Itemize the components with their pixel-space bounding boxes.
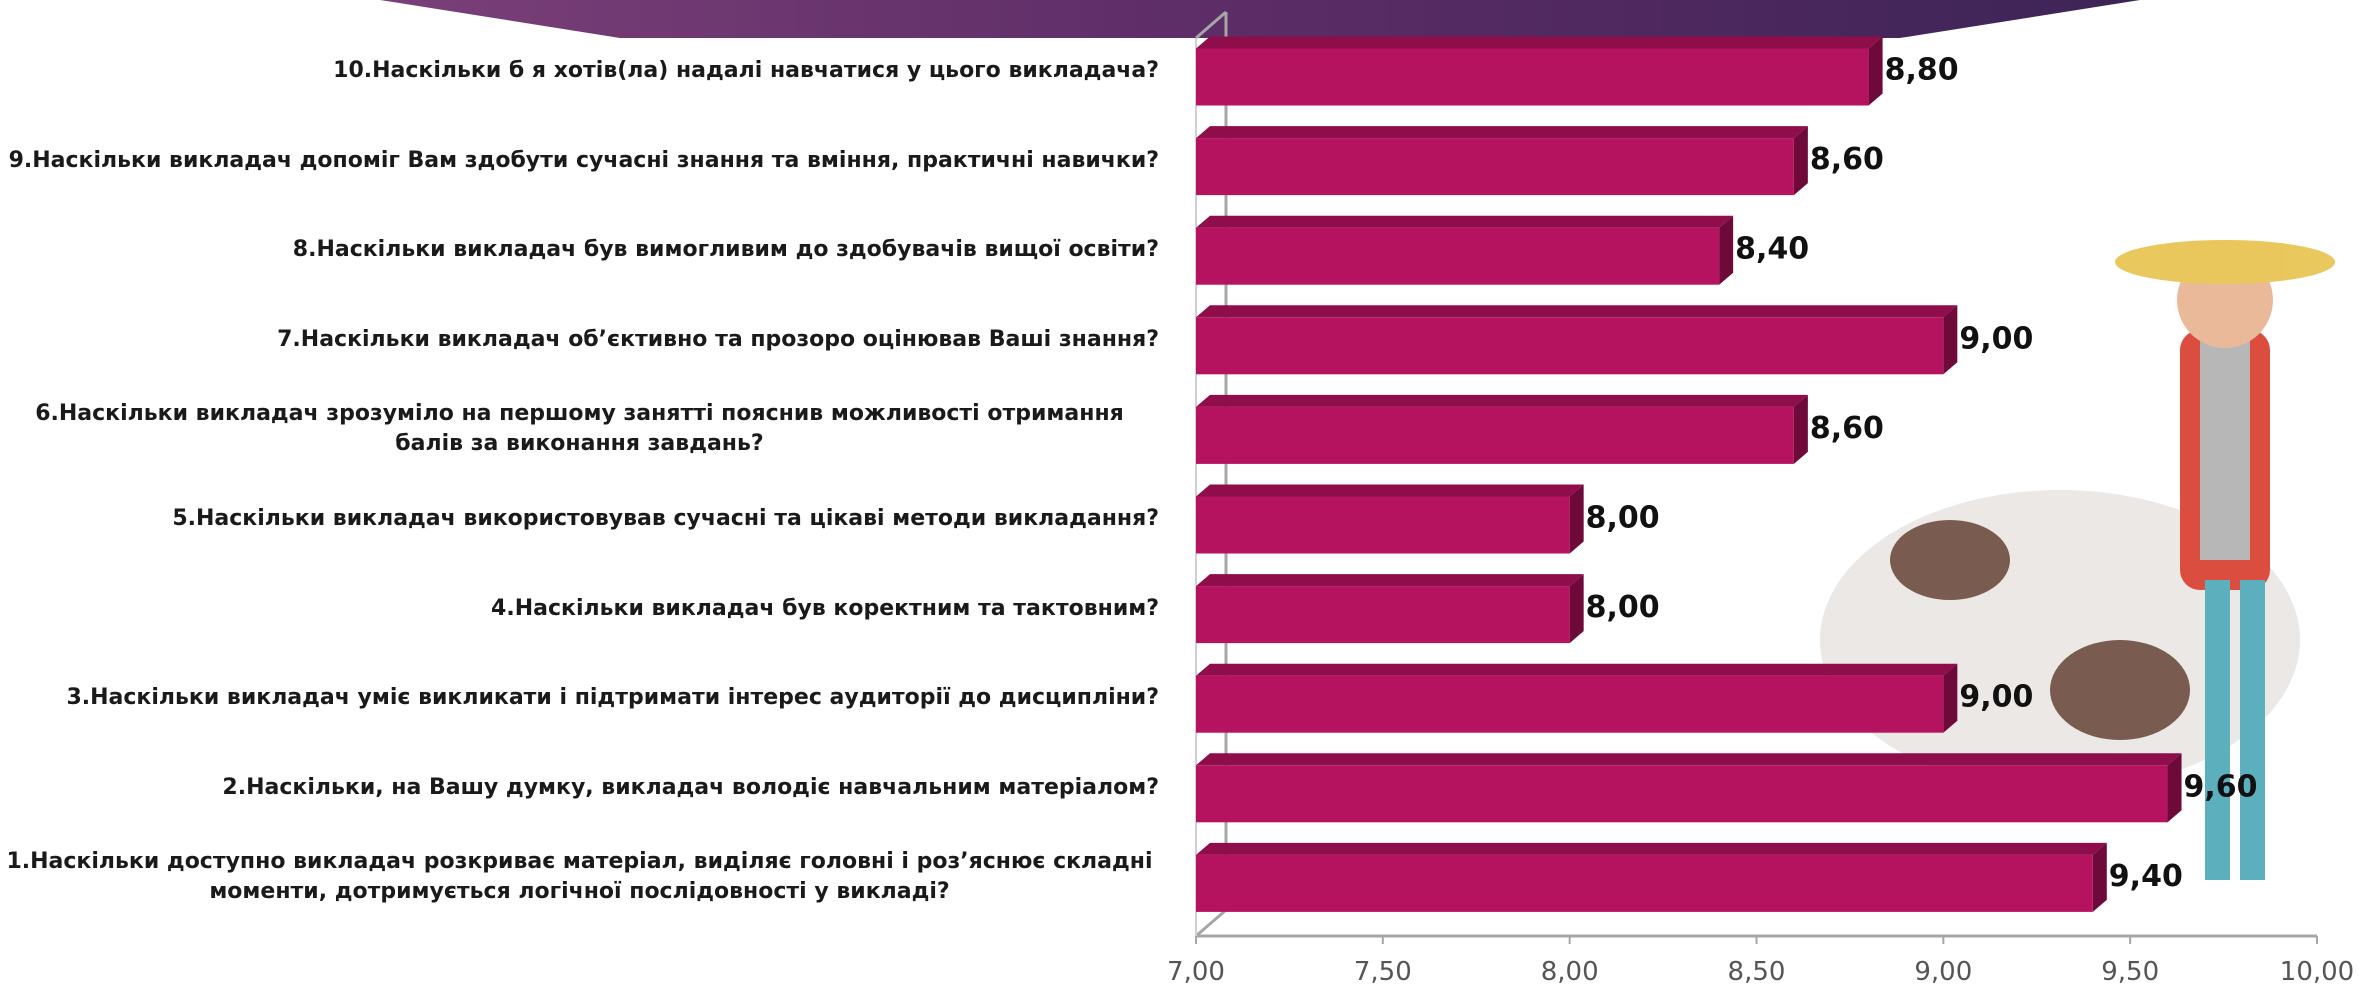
bar-top (1196, 484, 1584, 497)
category-label: 4.Наскільки викладач був коректним та та… (491, 595, 1159, 621)
category-label: 6.Наскільки викладач зрозуміло на першом… (35, 401, 1124, 457)
bar (1196, 496, 1570, 554)
bar-top (1196, 842, 2107, 855)
axis-wall (1195, 10, 1227, 40)
x-tick-label: 7,50 (1354, 957, 1412, 986)
category-label: 10.Наскільки б я хотів(ла) надалі навчат… (333, 58, 1159, 83)
bar (1196, 586, 1570, 644)
bar (1196, 406, 1794, 464)
bar-top (1196, 305, 1958, 318)
bar-top (1196, 215, 1734, 228)
value-label: 8,60 (1810, 411, 1884, 446)
value-label: 9,40 (2109, 859, 2183, 894)
x-tick-label: 9,00 (1914, 957, 1972, 986)
value-label: 9,60 (2184, 769, 2258, 804)
category-label: 5.Наскільки викладач використовував суча… (172, 506, 1159, 531)
value-label: 9,00 (1959, 680, 2033, 715)
value-label: 8,40 (1735, 232, 1809, 267)
x-tick-label: 7,00 (1167, 957, 1225, 986)
bar-top (1196, 574, 1584, 587)
header-band (380, 0, 2140, 38)
bar-top (1196, 394, 1808, 407)
x-tick-label: 8,50 (1728, 957, 1786, 986)
bar-top (1196, 36, 1883, 49)
category-label: 9.Наскільки викладач допоміг Вам здобути… (8, 147, 1159, 173)
illustration (1820, 240, 2335, 880)
category-label: 7.Наскільки викладач об’єктивно та прозо… (277, 326, 1159, 352)
bar-side (1793, 126, 1808, 196)
bar-side (1793, 394, 1808, 464)
value-label: 8,00 (1586, 590, 1660, 625)
bar (1196, 317, 1944, 375)
bar-side (1569, 574, 1584, 644)
bar (1196, 48, 1869, 106)
bar (1196, 227, 1720, 285)
value-label: 8,60 (1810, 142, 1884, 177)
category-label: 1.Наскільки доступно викладач розкриває … (6, 849, 1153, 905)
bar (1196, 675, 1944, 733)
bar (1196, 765, 2168, 823)
bar-side (1569, 484, 1584, 554)
bar-side (2092, 842, 2107, 912)
value-label: 9,00 (1959, 321, 2033, 356)
bar-top (1196, 753, 2182, 766)
category-label: 3.Наскільки викладач уміє викликати і пі… (66, 685, 1159, 711)
bar-side (2167, 753, 2182, 823)
bar (1196, 854, 2093, 912)
bar-top (1196, 663, 1958, 676)
value-label: 8,80 (1885, 53, 1959, 88)
bar-side (1943, 663, 1958, 733)
axis-floor (1195, 908, 1227, 938)
x-tick-label: 10,00 (2280, 957, 2354, 986)
bar-side (1868, 36, 1883, 106)
value-label: 8,00 (1586, 501, 1660, 536)
x-tick-label: 9,50 (2101, 957, 2159, 986)
x-tick-label: 8,00 (1541, 957, 1599, 986)
bar-side (1943, 305, 1958, 375)
bar-side (1719, 215, 1734, 285)
bar-top (1196, 126, 1808, 139)
bar (1196, 138, 1794, 196)
category-label: 2.Наскільки, на Вашу думку, викладач вол… (222, 774, 1159, 800)
category-label: 8.Наскільки викладач був вимогливим до з… (292, 237, 1159, 263)
